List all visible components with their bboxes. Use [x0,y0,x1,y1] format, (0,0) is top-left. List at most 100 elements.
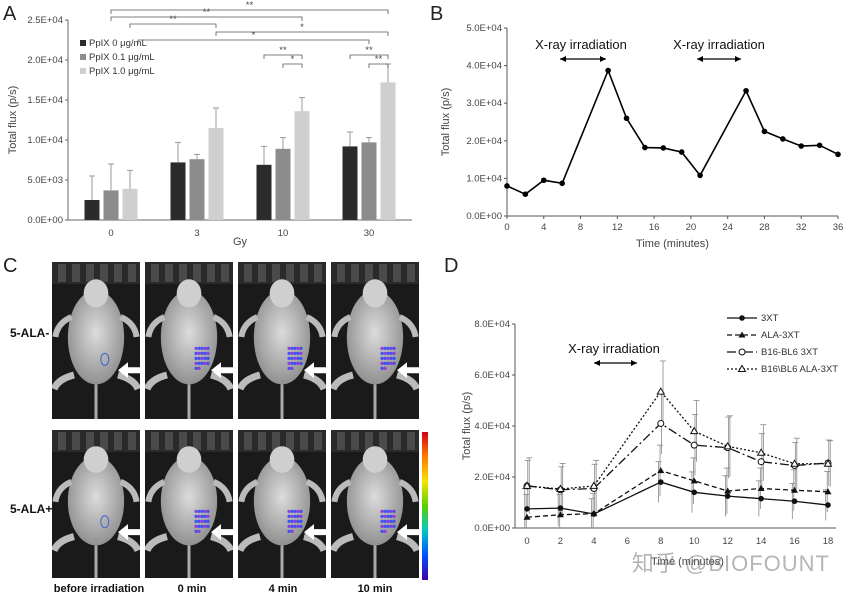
bar [84,200,100,220]
legend-marker [738,331,746,338]
annotation-irradiation-1: X-ray irradiation [535,37,627,52]
data-point [556,484,565,492]
mouse-image [145,430,233,578]
y-tick-label: 2.0E+04 [474,472,510,483]
bar [361,142,377,220]
bar [275,148,291,220]
x-tick-label: 8 [578,222,583,233]
arrow-head [600,56,606,62]
x-tick-label: 3 [194,228,199,239]
bar [189,159,205,220]
legend-swatch [80,68,86,74]
x-tick-label: 0 [504,222,509,233]
data-point [589,481,599,489]
mouse-silhouette [331,262,419,419]
legend-label: PpIX 0.1 μg/mL [89,52,155,63]
bar [208,128,224,220]
legend-label: B16\BL6 ALA-3XT [761,364,838,375]
data-point [724,487,732,494]
bar [170,162,186,220]
y-tick-label: 5.0E+04 [466,23,502,34]
data-point [790,459,799,467]
y-tick-label: 2.0E+04 [466,136,502,147]
data-point [642,144,648,151]
y-tick-label: 4.0E+04 [466,61,502,72]
series-line [506,68,839,196]
col-label-4min: 4 min [268,583,298,595]
data-point [660,145,667,151]
col-label-before: before irradiation [53,583,145,595]
data-point [590,510,598,517]
x-tick-label: 14 [756,536,767,547]
x-tick-label: 30 [364,228,375,239]
arrow-head [631,360,637,366]
data-point [791,486,799,493]
series-line [526,481,829,515]
x-tick-label: 28 [759,222,770,233]
mouse-silhouette [52,430,140,578]
data-point [557,505,564,511]
x-tick-label: 36 [833,222,844,233]
y-axis-label: Total flux (p/s) [7,86,19,154]
x-tick-label: 4 [541,222,546,233]
data-point [825,502,831,508]
mouse-silhouette [238,262,326,419]
significance-label: ** [365,45,373,56]
data-point [556,511,564,518]
x-axis-label: Time (minutes) [651,556,724,568]
legend-swatch [80,40,86,46]
panel-letter-c: C [3,255,17,277]
panel-letter-d: D [444,255,458,277]
data-point [690,477,698,484]
data-point [798,143,805,149]
significance-label: ** [246,0,254,11]
mouse-silhouette [331,430,419,578]
data-point [816,142,823,149]
data-point [689,426,699,435]
y-tick-label: 0.0E+00 [466,211,502,222]
data-point [657,467,665,474]
mouse-image [238,430,326,578]
bar [342,146,358,220]
data-point [504,183,510,189]
data-point [657,419,665,427]
bar [256,164,272,220]
mouse-image [145,262,233,419]
col-label-10min: 10 min [357,583,393,595]
mouse-image [331,262,419,419]
data-point [678,149,685,155]
legend-label: B16-BL6 3XT [761,347,818,358]
data-point [743,87,749,94]
data-point [605,67,611,74]
watermark: 知乎 @BIOFOUNT [631,551,830,576]
colorbar [422,432,428,580]
data-point [780,136,786,142]
x-tick-label: 10 [278,228,289,239]
data-point [522,481,532,489]
data-point [623,115,630,122]
significance-bracket [282,63,303,68]
y-tick-label: 2.0E+04 [27,55,63,66]
x-tick-label: 0 [108,228,113,239]
mouse-image [52,262,140,419]
legend-marker [737,364,747,372]
y-tick-label: 1.0E+04 [27,135,63,146]
x-tick-label: 16 [649,222,660,233]
panel-letter-a: A [3,3,17,25]
data-point [690,441,698,449]
significance-bracket [368,63,389,68]
data-point [723,441,733,450]
significance-label: ** [375,54,383,65]
arrow-head [735,56,741,62]
chart-b: 0.0E+00 1.0E+04 2.0E+04 3.0E+04 4.0E+04 5.0E+… [440,23,843,250]
data-point [559,180,565,187]
mouse-silhouette [145,262,233,419]
x-tick-label: 18 [823,536,834,547]
data-point [724,493,731,499]
data-point [523,513,531,520]
x-tick-label: 6 [625,536,630,547]
chart-d: 0.0E+00 2.0E+04 4.0E+04 6.0E+04 8.0E+04 0 2 4 6 8… [461,313,838,568]
mouse-silhouette [145,430,233,578]
row-label-ala-minus: 5-ALA- [10,326,50,340]
bar [294,111,310,220]
